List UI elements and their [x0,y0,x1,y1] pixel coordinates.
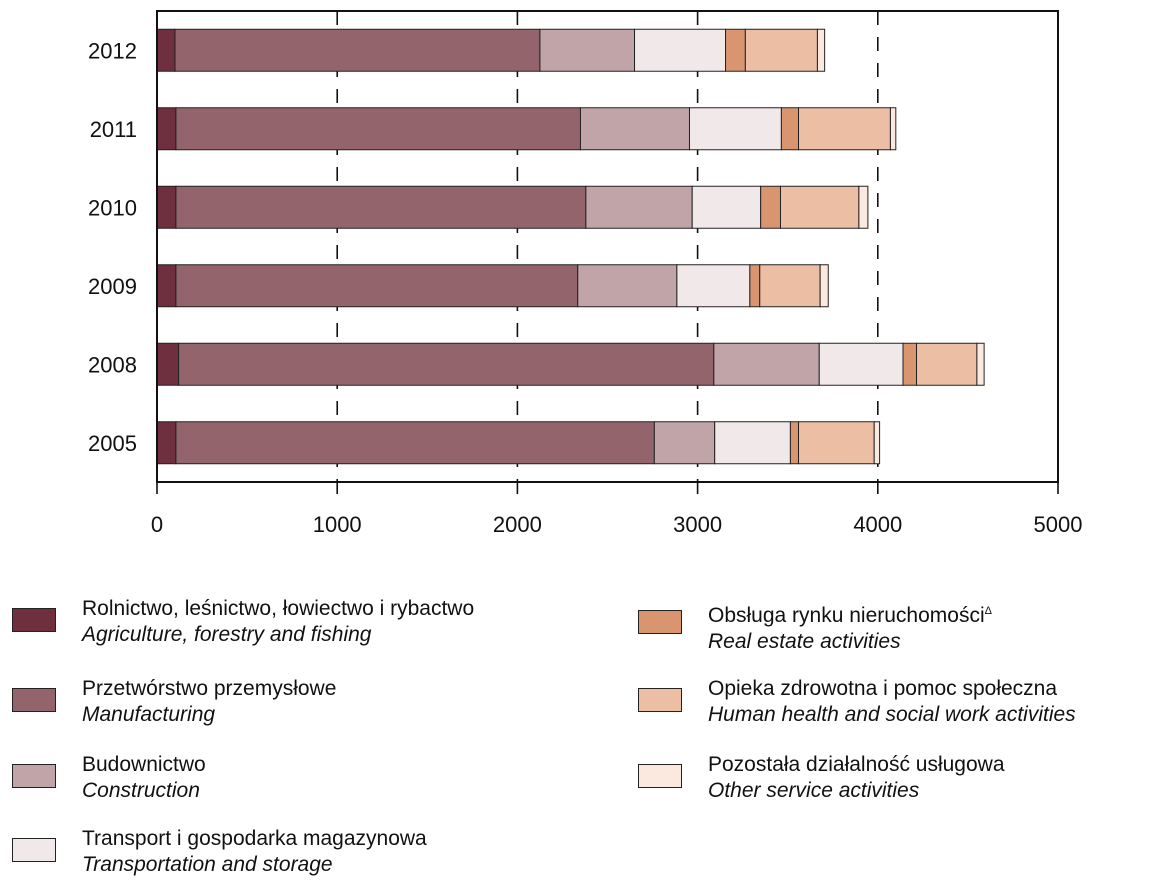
bar-segment [798,421,875,465]
legend-label-pl: Transport i gospodarka magazynowa [82,827,427,850]
bar-segment [691,185,762,229]
x-tick-label: 5000 [1034,512,1083,537]
bar-segment [676,264,751,308]
legend-label-en: Construction [82,779,200,802]
legend-swatch [638,688,682,712]
bar-segment [818,342,904,386]
legend-item-real-estate: Obsługa rynku nieruchomościΔ Real estate … [638,598,1152,658]
bar-segment [976,342,985,386]
bar-segment [789,421,800,465]
y-tick-label: 2009 [88,274,137,299]
bar-segment [744,28,818,72]
bar-segment [175,264,579,308]
legend-swatch [12,764,56,788]
bar-segment [174,28,541,72]
bar-segment [725,28,746,72]
legend-label-en: Manufacturing [82,703,216,726]
bar-segment [749,264,761,308]
bar-segment [156,107,177,151]
bar-segment [175,185,587,229]
bar-segment [714,421,791,465]
bar-segment [577,264,678,308]
legend-label-en: Other service activities [708,779,920,802]
bar-segment [713,342,820,386]
x-tick-label: 1000 [313,512,362,537]
bar-segment [178,342,715,386]
bar-segment [653,421,716,465]
y-tick-label: 2008 [88,352,137,377]
legend-item-health: Opieka zdrowotna i pomoc społeczna Human … [638,676,1152,736]
legend-label-pl: Przetwórstwo przemysłowe [82,677,337,700]
legend-item-transport: Transport i gospodarka magazynowa Transpo… [12,826,572,886]
bar-segment [156,421,177,465]
bar-segment [759,264,821,308]
plot-frame [156,10,1059,483]
bar-segment [156,185,177,229]
bar-segment [798,107,891,151]
legend-label-en: Human health and social work activities [708,703,1076,726]
bars [156,28,985,465]
bar-segment [539,28,636,72]
legend-item-agriculture: Rolnictwo, leśnictwo, łowiectwo i rybact… [12,596,572,656]
legend-label-pl: Rolnictwo, leśnictwo, łowiectwo i rybact… [82,597,475,620]
legend-footnote-mark: Δ [984,605,992,617]
legend-swatch [12,838,56,862]
bar-segment [873,421,881,465]
bar-segment [902,342,918,386]
legend-swatch [12,688,56,712]
bar-segment [585,185,693,229]
legend-label-pl: Budownictwo [82,753,206,776]
y-tick-label: 2011 [90,117,137,142]
stacked-bar-chart: 2012 2011 2010 2009 2008 2005 0 1000 2000 3000 40… [88,10,1083,537]
legend-item-other-services: Pozostała działalność usługowa Other serv… [638,752,1152,812]
bar-segment [175,107,581,151]
bar-segment [816,28,826,72]
legend-swatch [638,764,682,788]
y-tick-label: 2005 [88,431,137,456]
bar-segment [858,185,869,229]
x-tick-label: 3000 [673,512,722,537]
legend-label-en: Transportation and storage [82,853,333,876]
legend-item-construction: Budownictwo Construction [12,752,572,812]
y-axis-labels: 2012 2011 2010 2009 2008 2005 [88,38,137,456]
bar-segment [579,107,690,151]
gridlines [336,11,879,482]
x-tick-label: 2000 [493,512,542,537]
bar-segment [780,107,800,151]
bar-segment [175,421,655,465]
y-tick-label: 2010 [88,195,137,220]
x-axis-labels: 0 1000 2000 3000 4000 5000 [151,482,1083,537]
bar-segment [634,28,727,72]
bar-segment [156,28,176,72]
legend-label-en: Real estate activities [708,630,901,653]
x-tick-label: 0 [151,512,163,537]
bar-segment [156,342,180,386]
y-tick-label: 2012 [88,38,137,63]
bar-segment [889,107,897,151]
legend-label-pl: Obsługa rynku nieruchomości [708,604,985,627]
bar-segment [779,185,860,229]
legend-label-en: Agriculture, forestry and fishing [82,623,372,646]
bar-segment [916,342,978,386]
bar-segment [760,185,781,229]
bar-segment [819,264,829,308]
bar-segment [156,264,177,308]
legend-label-pl: Opieka zdrowotna i pomoc społeczna [708,677,1058,700]
x-tick-label: 4000 [853,512,902,537]
legend-swatch [638,610,682,634]
legend-item-manufacturing: Przetwórstwo przemysłowe Manufacturing [12,676,572,736]
bar-segment [688,107,782,151]
legend-label-pl: Pozostała działalność usługowa [708,753,1005,776]
legend-swatch [12,608,56,632]
